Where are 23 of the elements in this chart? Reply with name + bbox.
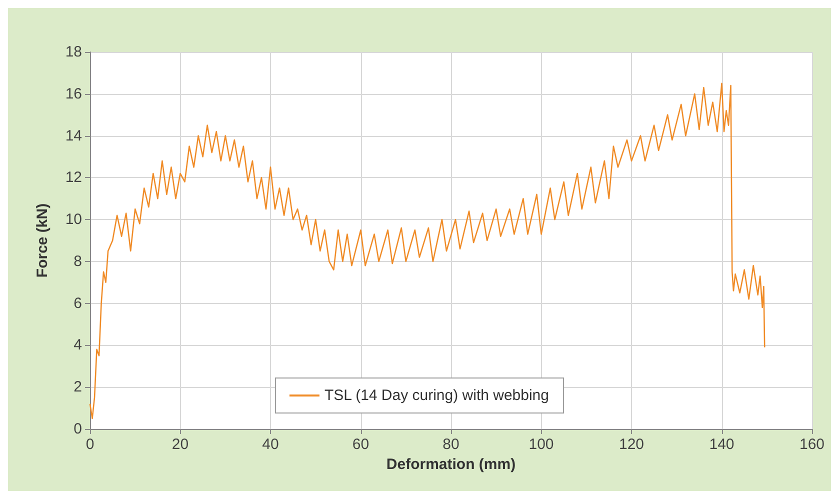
y-tick-label: 4 (74, 336, 82, 354)
x-tick-label: 40 (262, 436, 279, 453)
y-axis-title: Force (kN) (34, 203, 51, 278)
x-tick-label: 120 (618, 436, 644, 453)
x-tick-label: 20 (172, 436, 189, 453)
x-tick-label: 100 (528, 436, 554, 453)
line-series (89, 82, 766, 420)
y-tick-label: 10 (65, 211, 82, 228)
y-tick-label: 6 (74, 294, 82, 312)
y-tick-label: 0 (74, 420, 82, 438)
y-tick-label: 18 (65, 44, 82, 60)
y-tick-label: 8 (74, 252, 82, 270)
y-tick-label: 16 (65, 85, 82, 102)
x-axis-title: Deformation (mm) (386, 456, 516, 473)
legend-label: TSL (14 Day curing) with webbing (324, 387, 549, 404)
y-tick-label: 2 (74, 378, 82, 396)
y-tick-label: 12 (65, 169, 82, 186)
y-tick-label: 14 (65, 127, 82, 144)
x-tick-label: 0 (86, 436, 94, 453)
x-tick-label: 140 (709, 436, 734, 453)
x-tick-label: 60 (352, 436, 370, 453)
x-tick-label: 80 (442, 436, 460, 453)
x-tick-label: 160 (799, 436, 825, 453)
